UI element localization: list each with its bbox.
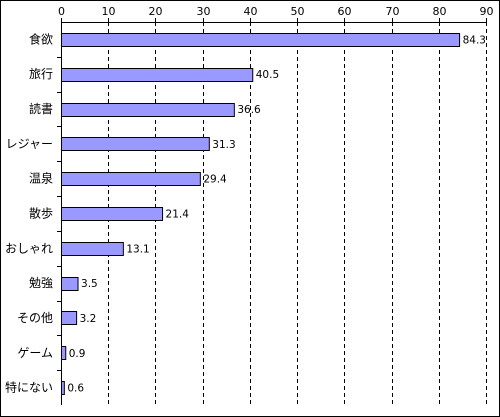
bar [61, 172, 201, 186]
x-tick-label: 10 [102, 5, 116, 18]
data-label: 3.2 [80, 313, 97, 325]
category-label: 散歩 [29, 206, 53, 221]
data-label: 13.1 [126, 243, 149, 255]
bar [61, 103, 235, 117]
category-label: 特にない [5, 380, 53, 395]
data-label: 29.4 [203, 174, 227, 186]
x-axis-ticks: 0 10 20 30 40 50 60 70 80 90 [58, 5, 494, 22]
category-label: 温泉 [29, 172, 53, 186]
bar [61, 207, 164, 221]
category-label: レジャー [6, 137, 53, 151]
category-label: 食欲 [29, 31, 53, 46]
data-label: 31.3 [212, 139, 235, 151]
data-label: 40.5 [256, 69, 279, 81]
category-label: その他 [17, 311, 53, 325]
x-tick-label: 80 [433, 5, 447, 18]
bar [61, 311, 78, 325]
data-label: 21.4 [166, 209, 190, 221]
x-tick-label: 70 [386, 5, 400, 18]
x-tick-label: 50 [291, 5, 305, 18]
axes [57, 22, 487, 405]
data-label: 0.9 [69, 348, 86, 360]
data-label: 84.3 [463, 34, 486, 46]
data-label: 3.5 [81, 278, 98, 290]
x-tick-label: 40 [244, 5, 258, 18]
category-label: 読書 [29, 101, 53, 116]
bar [61, 68, 254, 82]
data-label: 36.6 [237, 104, 261, 116]
category-label: 勉強 [29, 276, 53, 290]
bar [61, 242, 124, 256]
bar [61, 33, 461, 47]
value-labels: 84.3 40.5 36.6 31.3 29.4 21.4 13.1 3.5 3.2 0.9 0.6 [67, 34, 486, 394]
bar [61, 277, 79, 291]
x-tick-label: 0 [58, 5, 65, 18]
x-tick-label: 20 [149, 5, 163, 18]
x-tick-label: 30 [197, 5, 211, 18]
bar [61, 346, 67, 360]
bars [61, 33, 461, 395]
x-tick-label: 90 [480, 5, 494, 18]
bar [61, 137, 210, 151]
category-label: おしゃれ [5, 241, 53, 255]
data-label: 0.6 [67, 383, 84, 395]
category-label: 旅行 [29, 67, 53, 81]
category-label: ゲーム [17, 346, 53, 360]
x-tick-label: 60 [338, 5, 352, 18]
